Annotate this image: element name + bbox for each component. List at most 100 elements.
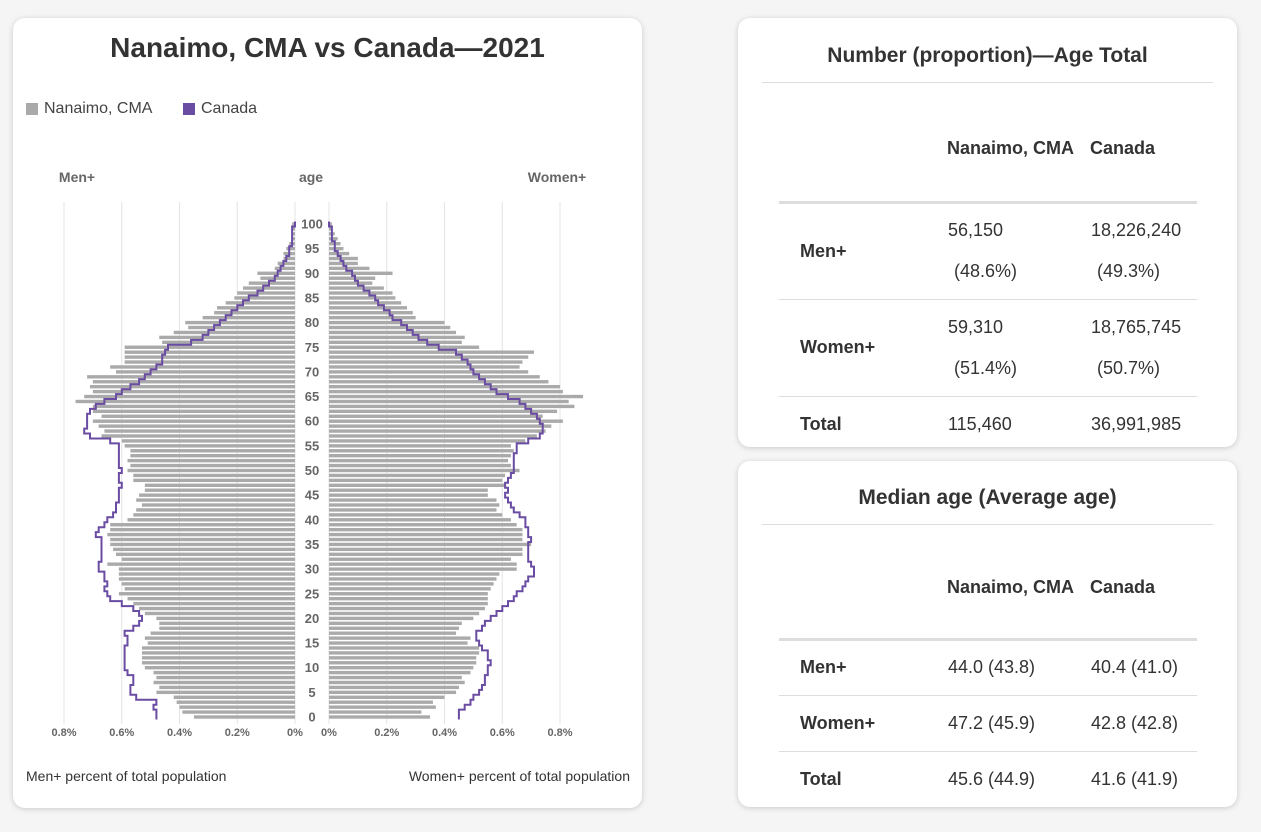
age-tick-35: 35 <box>305 537 319 552</box>
bar-men-age-22 <box>139 606 295 611</box>
header-empty <box>779 96 947 204</box>
bar-men-age-98 <box>292 232 295 236</box>
bar-men-age-12 <box>141 656 295 660</box>
bar-women-age-18 <box>329 626 459 630</box>
x-tick-men: 0% <box>287 727 303 738</box>
bar-men-age-8 <box>156 675 295 680</box>
bar-women-age-72 <box>329 360 523 364</box>
age-tick-0: 0 <box>308 710 315 725</box>
bar-men-age-74 <box>124 350 295 354</box>
cell-percent: (48.6%) <box>954 261 1018 281</box>
x-axis-ticks: 0.8% 0.6% 0.4% 0.2% 0% 0% 0.2% 0.4% 0.6% 0.8% <box>51 727 572 738</box>
bar-men-age-61 <box>101 414 295 418</box>
bar-women-age-5 <box>329 690 457 695</box>
bar-women-age-75 <box>329 345 480 349</box>
chart-title: Nanaimo, CMA vs Canada—2021 <box>110 32 545 63</box>
bar-women-age-79 <box>329 325 451 330</box>
men-heading: Men+ <box>59 169 95 185</box>
cell-number: 59,310 <box>948 316 1004 337</box>
bar-men-age-82 <box>214 311 295 315</box>
bar-women-age-27 <box>329 582 494 586</box>
age-tick-20: 20 <box>305 611 319 626</box>
bar-men-age-27 <box>121 582 295 586</box>
bar-women-age-39 <box>329 523 517 527</box>
legend-swatch-nanaimo <box>26 103 38 115</box>
bar-men-age-13 <box>141 651 295 655</box>
bar-men-age-24 <box>127 596 296 601</box>
bar-men-age-86 <box>237 291 295 295</box>
population-table: Nanaimo, CMA Canada Men+ 56,150 (48.6%) 1… <box>779 96 1197 452</box>
cell-percent: (51.4%) <box>954 357 1018 378</box>
bar-men-age-87 <box>243 286 295 290</box>
bar-men-age-62 <box>92 409 295 414</box>
bar-men-age-92 <box>277 261 295 266</box>
bar-women-age-8 <box>329 675 462 680</box>
legend-item-nanaimo[interactable]: Nanaimo, CMA <box>26 100 152 118</box>
bar-men-age-79 <box>188 325 295 330</box>
bar-men-age-35 <box>110 542 295 547</box>
bar-men-age-99 <box>292 227 295 231</box>
population-table-title: Number (proportion)—Age Total <box>762 44 1213 83</box>
bar-women-age-46 <box>329 488 488 492</box>
bar-men-age-9 <box>153 670 295 675</box>
population-table-card: Number (proportion)—Age Total Nanaimo, C… <box>738 18 1237 452</box>
bar-women-age-59 <box>329 424 552 428</box>
header-canada: Canada <box>1090 96 1197 204</box>
age-tick-65: 65 <box>305 389 319 404</box>
bar-women-age-93 <box>329 256 358 261</box>
bar-women-age-26 <box>329 587 491 591</box>
bar-women-age-71 <box>329 365 520 369</box>
age-tick-70: 70 <box>305 364 319 379</box>
bar-women-age-66 <box>329 389 563 394</box>
bar-men-age-6 <box>159 685 295 690</box>
bar-men-age-72 <box>124 360 295 364</box>
bar-men-age-31 <box>107 562 295 566</box>
bar-women-age-29 <box>329 572 500 576</box>
bar-men-age-4 <box>173 695 295 699</box>
bar-women-age-15 <box>329 641 468 645</box>
canada-line-women <box>328 221 544 720</box>
bar-men-age-21 <box>144 611 295 616</box>
header-nanaimo: Nanaimo, CMA <box>947 96 1090 204</box>
bar-women-age-85 <box>329 296 396 300</box>
bar-women-age-44 <box>329 498 497 502</box>
bar-men-age-78 <box>173 330 295 335</box>
bar-women-age-74 <box>329 350 535 354</box>
row-label: Men+ <box>800 657 847 677</box>
bar-women-age-49 <box>329 473 506 478</box>
bar-women-age-61 <box>329 414 543 418</box>
bar-women-age-54 <box>329 449 514 453</box>
table-row-women: Women+ 47.2 (45.9) 42.8 (42.8) <box>779 694 1197 751</box>
bar-women-age-62 <box>329 409 558 414</box>
bar-women-age-22 <box>329 606 485 611</box>
bar-men-age-14 <box>141 646 295 650</box>
canada-line-men <box>83 221 296 720</box>
legend-item-canada[interactable]: Canada <box>183 100 257 118</box>
bar-women-age-45 <box>329 493 488 497</box>
cell-canada: 18,765,745 (50.7%) <box>1090 298 1197 396</box>
bar-men-age-68 <box>92 380 295 384</box>
bar-women-age-24 <box>329 596 488 601</box>
age-axis-labels: 0 5 10 15 20 25 30 35 40 45 50 55 60 65 70 75 80 85 90 95 10… <box>301 217 323 725</box>
x-tick-women: 0.4% <box>432 727 457 738</box>
bar-men-age-23 <box>133 601 295 606</box>
bar-men-age-25 <box>118 592 295 596</box>
cell-number: 18,765,745 <box>1091 316 1182 337</box>
bar-women-age-14 <box>329 646 480 650</box>
table-row-total: Total 115,460 36,991,985 <box>779 395 1197 452</box>
bar-men-age-29 <box>118 572 295 576</box>
row-label: Total <box>779 750 947 807</box>
bars-layer <box>75 222 584 719</box>
bar-women-age-67 <box>329 384 560 389</box>
bar-women-age-87 <box>329 286 384 290</box>
bar-women-age-52 <box>329 458 509 463</box>
bar-women-age-95 <box>329 246 344 251</box>
age-tick-75: 75 <box>305 340 319 355</box>
legend-label-canada: Canada <box>201 100 258 117</box>
bar-men-age-53 <box>130 454 295 458</box>
header-empty <box>779 537 947 641</box>
age-tick-25: 25 <box>305 586 319 601</box>
bar-men-age-89 <box>260 276 295 280</box>
cell-nanaimo: 56,150 (48.6%) <box>947 202 1090 299</box>
bar-men-age-3 <box>176 700 295 704</box>
